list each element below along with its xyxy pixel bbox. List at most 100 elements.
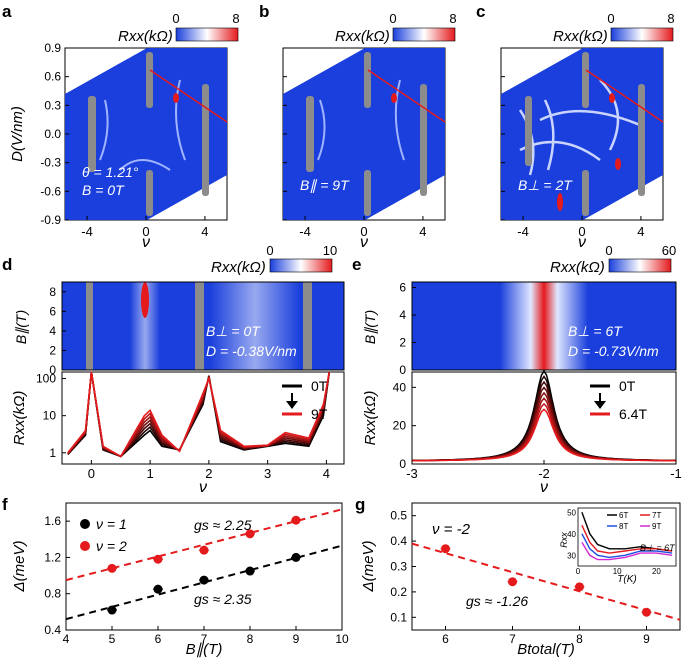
y-tick-label: 2: [49, 343, 56, 357]
x-tick-label: 4: [323, 466, 330, 481]
heatmap-b: [283, 48, 445, 220]
inset-note: B⊥ = 6T: [640, 543, 676, 553]
colorbar-e: [608, 258, 672, 273]
panel-g: g 6 7 8 90.10.20.30.40.5 ν = -2 gs ≈ -1.26 …: [355, 495, 681, 658]
inset-plot-g: 0 10 20 30 40 50: [567, 508, 673, 576]
data-point: [508, 577, 517, 587]
legend-arrow-head-e: [594, 401, 606, 409]
x-tick-label: 3: [264, 466, 271, 481]
data-point: [199, 545, 209, 555]
y-tick-label: 2: [399, 336, 406, 350]
y-tick-label: 10: [43, 409, 57, 423]
x-tick-label: 0: [142, 224, 149, 239]
inset-x-label: T(K): [617, 574, 636, 585]
colorbar-min-b: 0: [389, 11, 396, 26]
insulating-stripe: [195, 282, 204, 370]
y-tick-label: 40: [393, 380, 407, 394]
y-tick-label: 0.2: [390, 585, 407, 599]
data-point: [245, 529, 255, 539]
inset-y-tick-label: 40: [567, 530, 576, 539]
colorbar-c: [610, 27, 674, 42]
plot-frame-d-upper: [61, 281, 345, 371]
x-tick-label: 2: [205, 466, 212, 481]
inset-series-line: [581, 524, 673, 554]
heatmap-features-a: [99, 79, 186, 171]
legend-label-64T-e: 6.4T: [619, 406, 647, 422]
y-tick-label: 20: [393, 419, 407, 433]
legend-label-0T-d: 0T: [311, 378, 328, 394]
gap-plot-g: 6 7 8 9 0.1 0.2 0.3 0.4 0.5: [390, 509, 681, 646]
data-point: [199, 575, 209, 585]
data-point: [575, 582, 584, 592]
heatmap-stripe: [210, 282, 300, 370]
y-tick-label: 0: [399, 363, 406, 377]
series-line: [412, 408, 676, 462]
y-tick-label: 6: [399, 281, 406, 295]
colorbar-max-c: 8: [667, 11, 674, 26]
x-tick-label: -4: [81, 224, 93, 239]
red-diagonal-feature: [149, 69, 228, 123]
colorbar-min-c: 0: [607, 11, 614, 26]
y-tick-label: 0.5: [390, 509, 407, 523]
x-axis-label-g: Btotal(T): [517, 641, 575, 658]
data-point: [153, 584, 163, 594]
red-resistive-spot: [173, 93, 179, 103]
inset-frame-g: [577, 507, 677, 567]
x-tick-label: -1: [670, 466, 682, 481]
annotation-theta-a: θ = 1.21°: [82, 164, 139, 180]
insulating-stripe: [88, 96, 96, 172]
panel-label-f: f: [2, 495, 8, 514]
colorbar-max-e: 60: [662, 243, 676, 258]
legend-label-9T-d: 9T: [311, 406, 328, 422]
data-point: [441, 544, 450, 554]
insulating-stripe: [364, 170, 371, 216]
legend-marker-nu2: [80, 541, 90, 551]
y-axis-label-g: Δ(meV): [360, 541, 377, 593]
annotation-field-e: B⊥ = 6T: [568, 323, 623, 339]
axis-ticks-b: -4 0 4: [283, 47, 427, 239]
annotation-field-c: B⊥ = 2T: [518, 177, 573, 193]
x-tick-label: 6: [442, 632, 449, 646]
colorbar-label-c: Rxx(kΩ): [553, 28, 608, 45]
panel-d: d Rxx(kΩ) 0 10 B⊥ = 0T D = -0.38V/nm B∥(…: [2, 243, 345, 496]
annotation-field-b: B∥ = 9T: [300, 177, 350, 193]
inset-y-label: Rxx: [559, 532, 569, 548]
y-axis-label-f: Δ(meV): [11, 541, 28, 593]
inset-legend-7T: 7T: [652, 511, 661, 520]
inset-legend-6T: 6T: [619, 511, 628, 520]
annotation-nu-g: ν = -2: [432, 521, 471, 538]
insulating-stripe: [582, 170, 589, 216]
insulating-stripe: [202, 84, 209, 196]
y-tick-label: 1: [49, 446, 56, 460]
panel-label-d: d: [2, 255, 12, 274]
legend-marker-nu1: [80, 519, 90, 529]
y-tick-label: 100: [36, 372, 56, 386]
annotation-displacement-d: D = -0.38V/nm: [206, 343, 297, 359]
heatmap-features-c: [518, 79, 641, 176]
annotation-field-d: B⊥ = 0T: [206, 323, 261, 339]
axis-ticks-e: 0 2 4 6 0 20 40 -3 -2 -1: [393, 281, 682, 482]
data-point: [642, 607, 651, 617]
red-resistive-spot: [609, 93, 615, 103]
inset-x-tick-label: 0: [576, 567, 581, 576]
rxx-curves-d: [67, 371, 331, 458]
y-tick-label: 1.2: [44, 550, 61, 564]
colorbar-max-a: 8: [232, 11, 239, 26]
legend-label-nu1: ν = 1: [96, 516, 127, 532]
x-tick-label: 5: [109, 632, 116, 646]
y-tick-label: 0.3: [390, 560, 407, 574]
inset-y-tick-label: 50: [567, 508, 576, 517]
y-axis-label-d-upper: B∥(T): [13, 310, 29, 344]
x-tick-label: 1: [147, 466, 154, 481]
series-line: [67, 371, 331, 458]
y-axis-label-a: D(V/nm): [9, 106, 26, 162]
panel-label-c: c: [476, 2, 485, 21]
colorbar-label-b: Rxx(kΩ): [335, 28, 390, 45]
y-tick-label: -0.6: [40, 184, 61, 198]
fit-line: [411, 542, 681, 621]
y-tick-label: 0: [399, 457, 406, 471]
fit-annotation-g: gs ≈ -1.26: [466, 593, 528, 609]
colorbar-max-d: 10: [323, 243, 337, 258]
